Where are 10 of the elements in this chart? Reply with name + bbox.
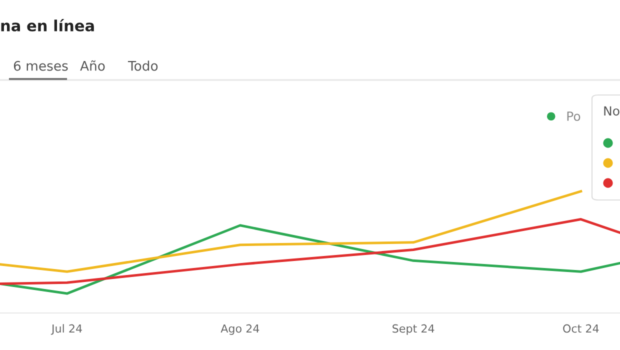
x-tick-label: Oct 24 [563, 324, 599, 333]
x-tick-label: Jul 24 [50, 324, 82, 335]
text: No [604, 106, 620, 116]
legend-label: Po [567, 112, 580, 121]
text: Todo [128, 60, 158, 71]
chart-title: na en línea [1, 18, 94, 32]
text: 6 meses [14, 60, 68, 71]
x-tick-label: Sept 24 [392, 324, 434, 335]
text: Año [80, 60, 105, 71]
x-tick-label: Ago 24 [220, 324, 260, 335]
